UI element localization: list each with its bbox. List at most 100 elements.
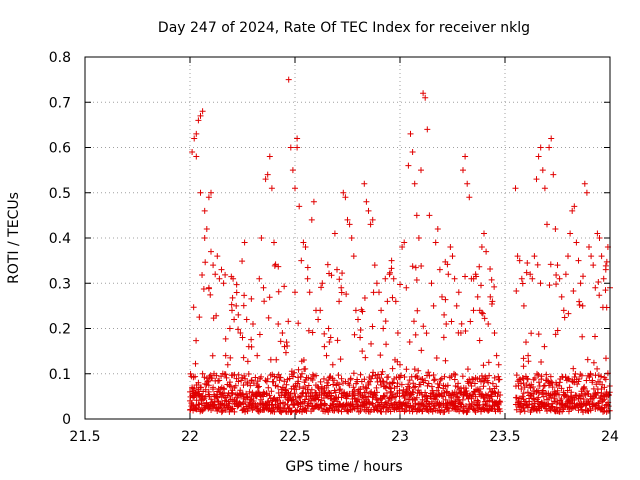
data-point — [338, 289, 345, 296]
y-tick-label: 0.2 — [49, 322, 71, 338]
data-point — [460, 167, 466, 174]
data-point — [413, 212, 420, 219]
data-point — [575, 257, 582, 264]
data-point — [312, 395, 319, 402]
data-point — [271, 373, 278, 380]
data-point — [315, 385, 322, 392]
data-point — [289, 167, 296, 174]
data-point — [433, 354, 440, 361]
data-point — [250, 380, 257, 387]
data-point — [401, 374, 408, 381]
data-point — [467, 318, 474, 325]
data-point — [187, 406, 194, 413]
data-point — [305, 382, 312, 389]
data-point — [344, 216, 351, 223]
data-point — [418, 262, 425, 269]
data-point — [301, 366, 308, 373]
data-point — [338, 408, 345, 415]
data-point — [222, 271, 229, 278]
data-point — [548, 135, 555, 142]
data-point — [406, 377, 413, 384]
data-point — [279, 330, 286, 337]
data-point — [441, 373, 448, 380]
data-point — [363, 389, 370, 396]
data-point — [565, 375, 572, 382]
plot-frame — [84, 56, 611, 420]
data-point — [405, 381, 412, 388]
data-point — [485, 359, 492, 366]
data-point — [361, 376, 368, 383]
data-point — [336, 298, 343, 305]
data-point — [208, 248, 214, 255]
data-point — [248, 336, 255, 343]
data-point — [569, 207, 576, 214]
data-point — [410, 384, 417, 391]
data-point — [543, 371, 550, 378]
data-point — [208, 189, 214, 196]
data-point — [435, 391, 442, 398]
data-point — [226, 379, 233, 386]
data-point — [488, 276, 495, 283]
data-point — [336, 387, 343, 394]
data-point — [201, 207, 208, 214]
data-point — [394, 380, 401, 387]
x-tick-label: 22.5 — [279, 429, 310, 445]
data-point — [262, 176, 269, 183]
data-point — [335, 381, 342, 388]
data-point — [496, 376, 503, 383]
data-point — [222, 371, 229, 378]
data-point — [300, 239, 307, 246]
data-point — [231, 408, 238, 415]
data-point — [403, 366, 410, 373]
data-point — [355, 316, 361, 323]
data-point — [521, 408, 528, 415]
data-point — [423, 330, 430, 337]
data-point — [496, 398, 503, 405]
data-point — [350, 370, 357, 377]
data-point — [233, 398, 240, 405]
data-point — [462, 385, 469, 392]
data-point — [442, 396, 449, 403]
data-point — [576, 298, 583, 305]
data-point — [493, 383, 500, 390]
data-point — [578, 406, 585, 413]
data-point — [222, 335, 229, 342]
data-point — [363, 385, 370, 392]
data-point — [384, 298, 391, 305]
data-point — [325, 389, 332, 396]
data-point — [473, 273, 480, 280]
data-point — [266, 392, 273, 399]
data-point — [536, 407, 543, 414]
data-point — [385, 374, 392, 381]
data-point — [308, 216, 315, 223]
data-point — [268, 388, 275, 395]
data-point — [348, 235, 355, 241]
data-point — [245, 370, 252, 377]
data-point — [286, 375, 293, 382]
data-point — [380, 325, 387, 332]
data-point — [374, 389, 380, 396]
data-point — [192, 373, 199, 380]
data-point — [285, 318, 292, 325]
data-point — [574, 381, 581, 388]
data-point — [464, 180, 471, 187]
data-point — [308, 386, 315, 393]
data-point — [376, 375, 383, 382]
data-point — [562, 271, 569, 278]
data-point — [518, 275, 525, 282]
data-point — [294, 135, 301, 142]
data-point — [589, 377, 596, 384]
data-point — [453, 390, 460, 397]
y-tick-label: 0.1 — [49, 367, 71, 383]
data-point — [567, 230, 574, 237]
data-point — [596, 235, 603, 241]
data-point — [414, 307, 421, 314]
data-point — [205, 382, 212, 389]
data-point — [193, 153, 200, 160]
data-point — [281, 378, 288, 385]
data-point — [187, 388, 193, 395]
data-point — [429, 408, 436, 415]
data-point — [433, 387, 440, 394]
data-point — [334, 337, 341, 344]
data-point — [560, 307, 567, 314]
